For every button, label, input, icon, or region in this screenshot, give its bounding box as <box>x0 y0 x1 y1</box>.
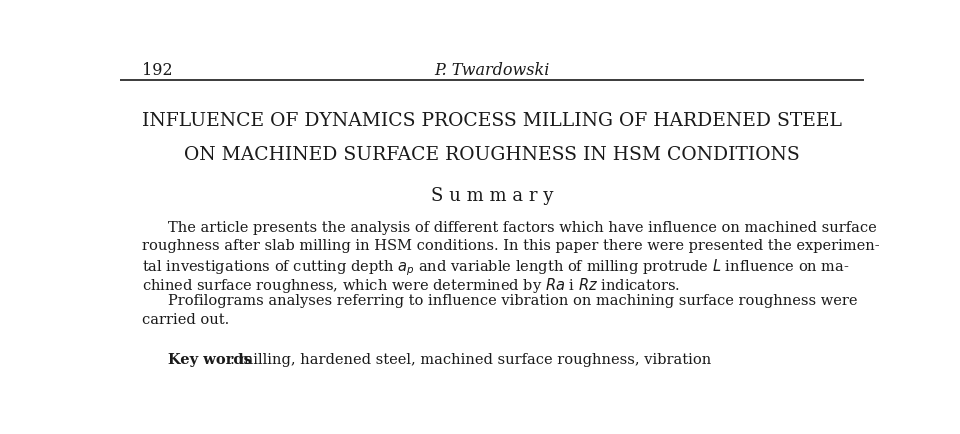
Text: P. Twardowski: P. Twardowski <box>434 62 550 79</box>
Text: 192: 192 <box>142 62 173 79</box>
Text: chined surface roughness, which were determined by $Ra$ i $Rz$ indicators.: chined surface roughness, which were det… <box>142 276 681 295</box>
Text: roughness after slab milling in HSM conditions. In this paper there were present: roughness after slab milling in HSM cond… <box>142 239 880 253</box>
Text: S u m m a r y: S u m m a r y <box>431 187 553 205</box>
Text: INFLUENCE OF DYNAMICS PROCESS MILLING OF HARDENED STEEL: INFLUENCE OF DYNAMICS PROCESS MILLING OF… <box>142 112 842 130</box>
Text: The article presents the analysis of different factors which have influence on m: The article presents the analysis of dif… <box>168 221 877 235</box>
Text: carried out.: carried out. <box>142 313 229 327</box>
Text: Key words: Key words <box>168 353 252 367</box>
Text: ON MACHINED SURFACE ROUGHNESS IN HSM CONDITIONS: ON MACHINED SURFACE ROUGHNESS IN HSM CON… <box>184 146 800 164</box>
Text: tal investigations of cutting depth $a_p$ and variable length of milling protrud: tal investigations of cutting depth $a_p… <box>142 258 851 278</box>
Text: : milling, hardened steel, machined surface roughness, vibration: : milling, hardened steel, machined surf… <box>230 353 711 367</box>
Text: Profilograms analyses referring to influence vibration on machining surface roug: Profilograms analyses referring to influ… <box>168 294 858 309</box>
